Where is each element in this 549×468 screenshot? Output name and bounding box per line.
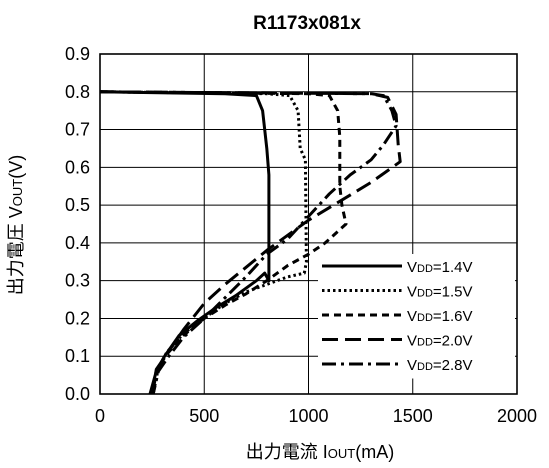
y-tick-label: 0.5 [65,195,90,215]
y-tick-label: 0.7 [65,120,90,140]
series-line [99,90,402,395]
x-tick-label: 0 [95,406,105,426]
y-tick-label: 0.9 [65,44,90,64]
y-tick-label: 0.8 [65,82,90,102]
x-axis-label: 出力電流 IOUT(mA) [246,442,394,462]
legend: VDD=1.4V VDD=1.5V VDD=1.6V VDD=2.0V VDD=2.8V [318,254,515,379]
y-tick-label: 0.3 [65,271,90,291]
y-tick-label: 0.1 [65,346,90,366]
series-line [99,90,348,395]
y-tick-label: 0.6 [65,157,90,177]
series-line [99,90,398,395]
legend-label: VDD=2.8V [407,357,473,374]
plot-area [99,53,518,395]
legend-label: VDD=1.5V [407,284,473,301]
tick-labels: 0 500 1000 1500 2000 0.0 0.1 0.2 0.3 0.4 0.5 0.6 0.7… [65,44,537,426]
legend-label: VDD=2.0V [407,333,473,350]
x-tick-label: 2000 [497,406,537,426]
chart-title: R1173x081x [253,13,361,34]
x-tick-label: 1500 [393,406,433,426]
y-axis-label: 出力電圧 VOUT(V) [6,155,26,295]
y-tick-label: 0.0 [65,384,90,404]
x-tick-label: 500 [189,406,219,426]
series-lines [99,90,402,395]
y-tick-label: 0.2 [65,308,90,328]
x-tick-label: 1000 [288,406,328,426]
legend-label: VDD=1.4V [407,259,473,276]
legend-label: VDD=1.6V [407,308,473,325]
y-tick-label: 0.4 [65,233,90,253]
